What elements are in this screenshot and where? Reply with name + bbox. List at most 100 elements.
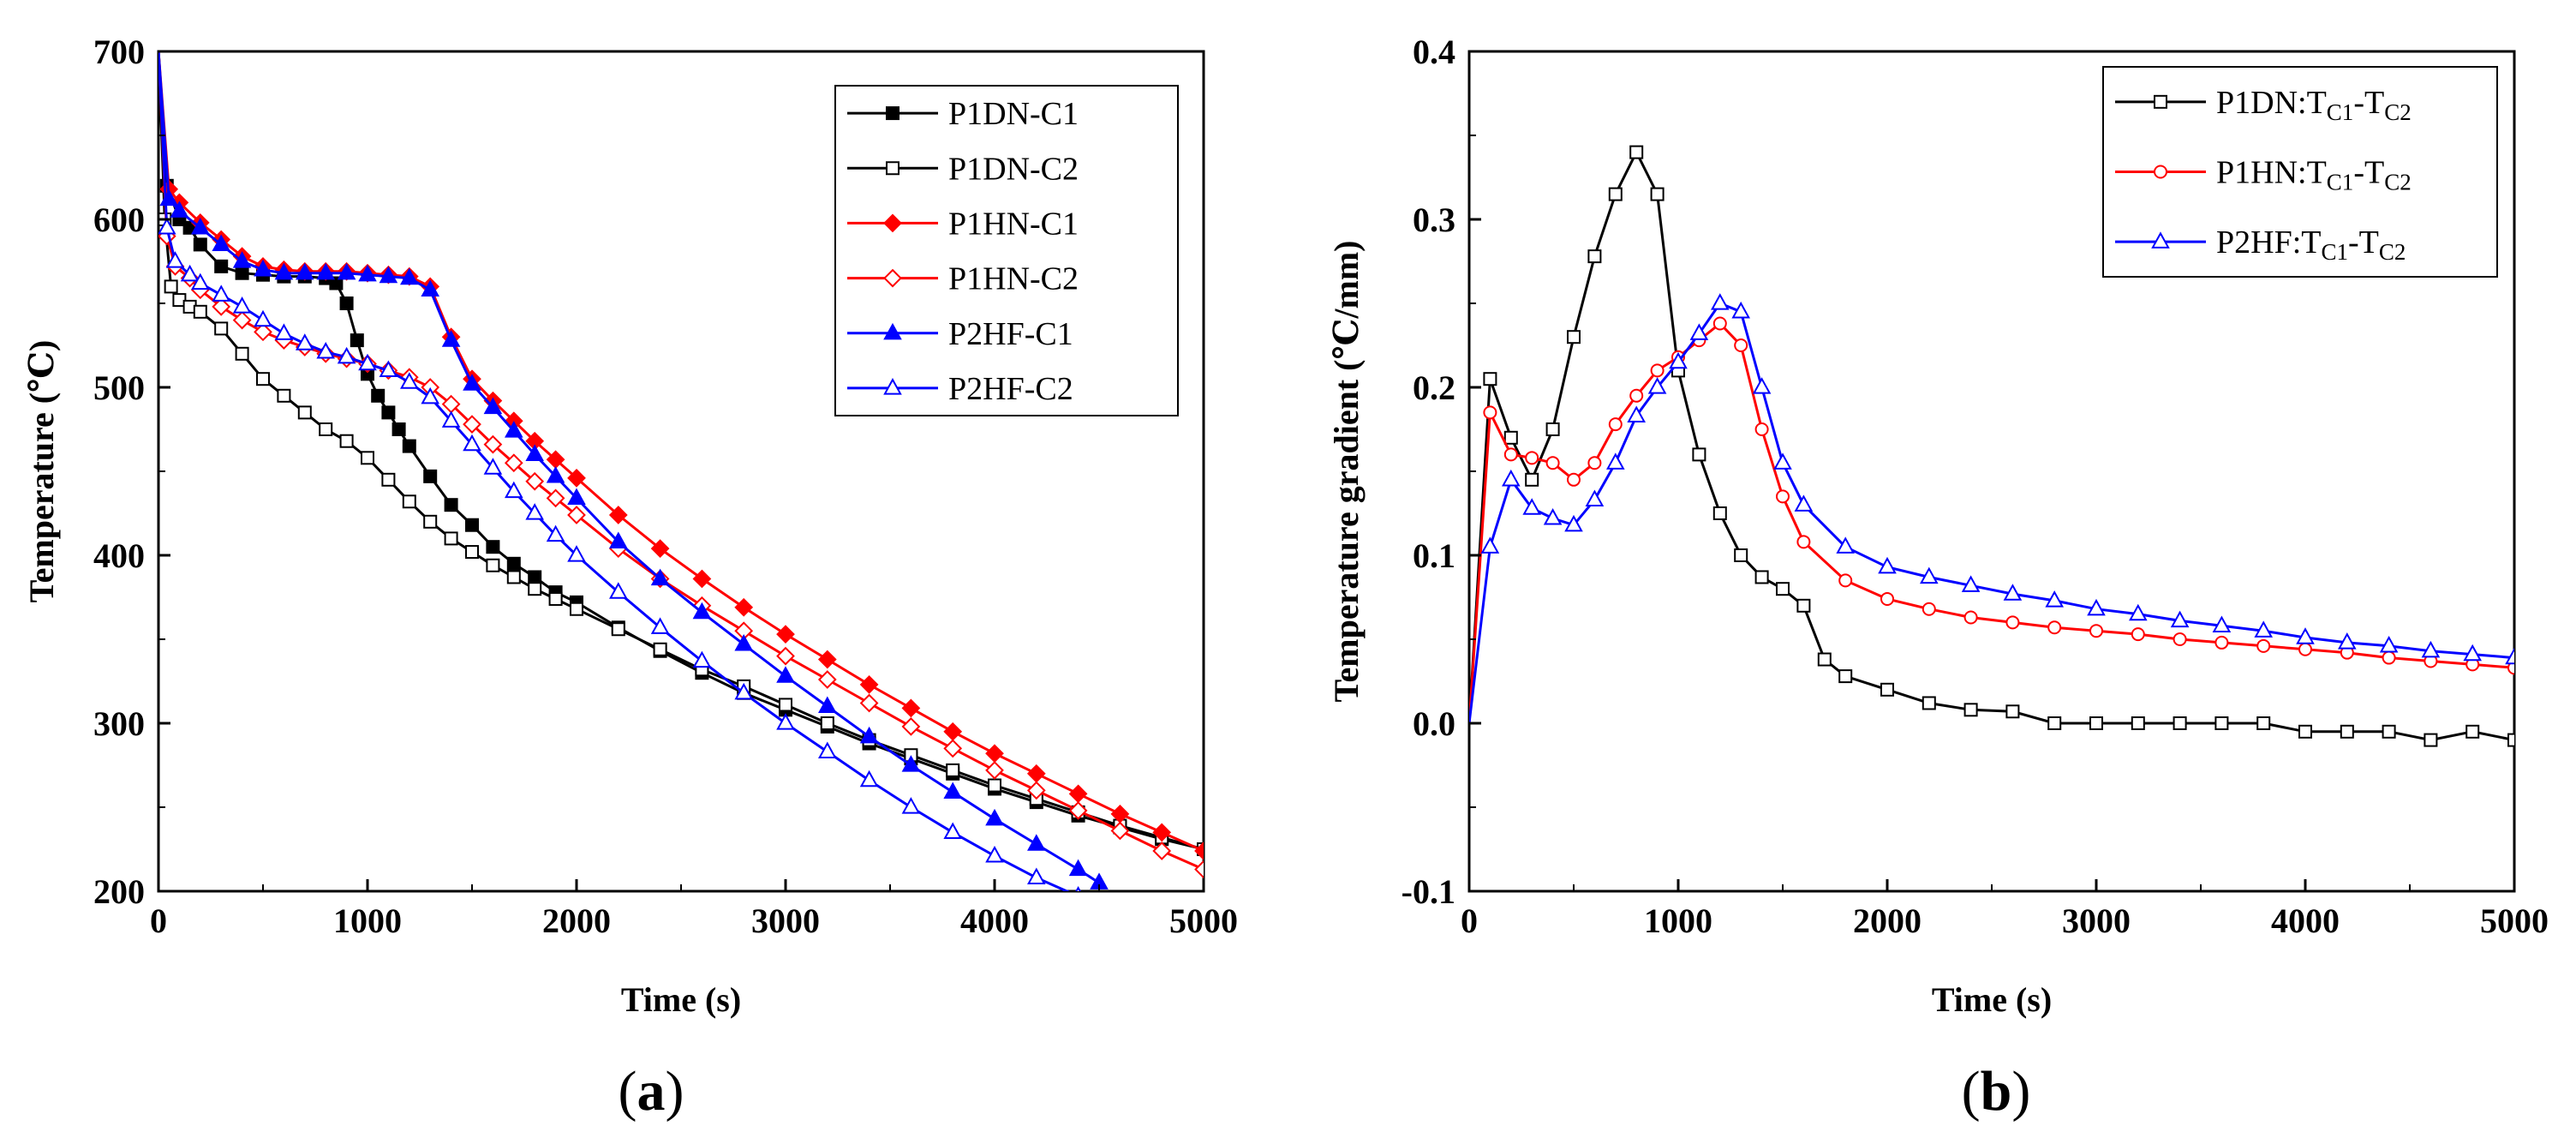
y-tick-label-a-5: 700 xyxy=(93,33,145,71)
y-tick-label-b-1: 0.0 xyxy=(1413,704,1455,743)
marker-p2hf-10 xyxy=(1669,351,1688,369)
y-axis-label-b: Temperature gradient (℃/mm) xyxy=(1327,241,1366,703)
marker-p2hf-16 xyxy=(1794,494,1814,512)
marker-p2hf-c1-7 xyxy=(274,262,294,280)
marker-p1hn-7 xyxy=(1608,417,1623,432)
marker-p1dn-22 xyxy=(2005,704,2020,719)
marker-p2hf-9 xyxy=(1647,377,1667,394)
marker-p1dn-c2-28 xyxy=(779,698,792,712)
x-tick-label-a-0: 0 xyxy=(150,901,167,940)
marker-p1dn-25 xyxy=(2131,716,2145,730)
panel-label-b: (b) xyxy=(1962,1060,2031,1123)
marker-p1hn-c1-32 xyxy=(1026,764,1046,783)
marker-p1dn-17 xyxy=(1817,652,1832,667)
marker-p2hf-c2-15 xyxy=(421,386,439,404)
marker-p2hf-7 xyxy=(1606,452,1625,470)
marker-p1hn-c1-25 xyxy=(734,597,754,617)
legend-marker-p1hn xyxy=(2154,165,2167,179)
marker-p1dn-c2-17 xyxy=(444,531,458,546)
marker-p1dn-6 xyxy=(1587,249,1602,264)
marker-p1hn-19 xyxy=(1922,602,1936,616)
marker-p1dn-32 xyxy=(2424,733,2438,747)
marker-p2hf-c2-4 xyxy=(191,273,210,290)
marker-p1dn-26 xyxy=(2173,716,2187,730)
marker-p2hf-c1-5 xyxy=(232,251,252,268)
marker-p1hn-c2-33 xyxy=(1026,781,1046,800)
marker-p1dn-15 xyxy=(1776,582,1790,596)
marker-p2hf-22 xyxy=(2045,590,2064,608)
marker-p2hf-17 xyxy=(1836,536,1855,554)
legend-label-p1dn-c2: P1DN-C2 xyxy=(948,151,1079,187)
series-p1dn xyxy=(1469,145,2514,747)
marker-p1hn-c2-18 xyxy=(483,434,503,454)
marker-p1hn-28 xyxy=(2298,642,2312,656)
x-axis-label-b: Time (s) xyxy=(1932,980,2052,1019)
marker-p1dn-3 xyxy=(1525,472,1539,487)
marker-p2hf-c2-25 xyxy=(692,650,712,668)
marker-p1hn-20 xyxy=(1963,610,1978,625)
y-tick-label-b-5: 0.4 xyxy=(1413,33,1455,71)
marker-p2hf-12 xyxy=(1711,293,1730,310)
marker-p2hf-31 xyxy=(2421,640,2441,658)
marker-p1dn-c1-17 xyxy=(391,422,406,436)
marker-p2hf-c1-4 xyxy=(212,234,230,252)
marker-p2hf-c1-31 xyxy=(985,808,1004,826)
y-tick-label-a-4: 600 xyxy=(93,201,145,239)
marker-p1dn-c2-29 xyxy=(820,716,834,730)
marker-p1hn-c1-21 xyxy=(567,468,586,488)
marker-p2hf-c1-9 xyxy=(316,262,335,280)
marker-p1dn-c2-2 xyxy=(164,279,178,294)
marker-p1hn-c1-22 xyxy=(608,506,628,524)
x-tick-label-a-1: 1000 xyxy=(333,901,402,940)
marker-p1hn-c1-31 xyxy=(985,744,1004,764)
marker-p1dn-c2-14 xyxy=(381,472,396,487)
marker-p1hn-27 xyxy=(2256,638,2271,653)
marker-p1dn-c1-21 xyxy=(465,518,479,532)
y-tick-label-b-3: 0.2 xyxy=(1413,368,1455,407)
legend-marker-p1dn-c2 xyxy=(886,161,900,176)
marker-p2hf-c1-13 xyxy=(400,267,419,285)
marker-p1dn-20 xyxy=(1922,696,1936,710)
series-p2hf-c2 xyxy=(158,51,1081,891)
marker-p1hn-16 xyxy=(1796,535,1811,549)
marker-p2hf-6 xyxy=(1585,489,1605,506)
marker-p2hf-c2-18 xyxy=(483,458,503,475)
marker-p2hf-28 xyxy=(2296,627,2315,644)
x-tick-label-b-4: 4000 xyxy=(2271,901,2340,940)
marker-p2hf-c2-1 xyxy=(158,217,176,235)
legend-marker-p2hf-c2 xyxy=(883,378,902,395)
marker-p2hf-c2-34 xyxy=(1075,886,1081,891)
marker-p1dn-12 xyxy=(1712,506,1727,520)
marker-p1hn-5 xyxy=(1567,472,1581,487)
legend-box-a xyxy=(834,85,1179,416)
marker-p1hn-33 xyxy=(2507,661,2514,675)
marker-p2hf-c1-16 xyxy=(463,374,481,391)
marker-p2hf-c1-11 xyxy=(358,264,377,282)
marker-p2hf-8 xyxy=(1627,405,1646,422)
marker-p2hf-c2-17 xyxy=(463,434,481,452)
marker-p2hf-15 xyxy=(1773,452,1792,470)
marker-p2hf-c1-6 xyxy=(254,259,272,277)
panel-letter-a: a xyxy=(637,1060,666,1123)
marker-p1hn-13 xyxy=(1734,338,1748,352)
marker-p2hf-1 xyxy=(1480,536,1500,554)
legend-b: P1DN:TC1-TC2 P1HN:TC1-TC2 P2HF:TC1-TC2 xyxy=(2102,66,2498,278)
marker-p1hn-c2-6 xyxy=(232,310,252,330)
marker-p1dn-c1-16 xyxy=(381,405,396,420)
x-tick-label-b-3: 3000 xyxy=(2062,901,2131,940)
marker-p2hf-23 xyxy=(2087,598,2106,616)
marker-p1dn-c1-4 xyxy=(193,237,207,252)
marker-p1dn-c2-10 xyxy=(297,405,312,420)
series-group-a xyxy=(158,51,1204,891)
marker-p1hn-c1-24 xyxy=(692,569,712,589)
marker-p1hn-4 xyxy=(1545,456,1560,470)
legend-label-p1hn-c2: P1HN-C2 xyxy=(948,261,1079,297)
marker-p2hf-c2-24 xyxy=(650,617,670,634)
chart-panel-a: 0 1000 2000 3000 4000 5000200300400500600700 … xyxy=(22,33,1238,1123)
marker-p2hf-c2-26 xyxy=(734,682,753,700)
x-tick-label-a-4: 4000 xyxy=(960,901,1029,940)
marker-p2hf-33 xyxy=(2505,647,2514,665)
marker-p1dn-16 xyxy=(1796,598,1811,613)
legend-marker-p1dn xyxy=(2154,94,2167,109)
ticks-b: 0 1000 2000 3000 4000 5000 -0.1 0.0 0.1 0.2 0.3 0.4 xyxy=(1402,33,2549,940)
